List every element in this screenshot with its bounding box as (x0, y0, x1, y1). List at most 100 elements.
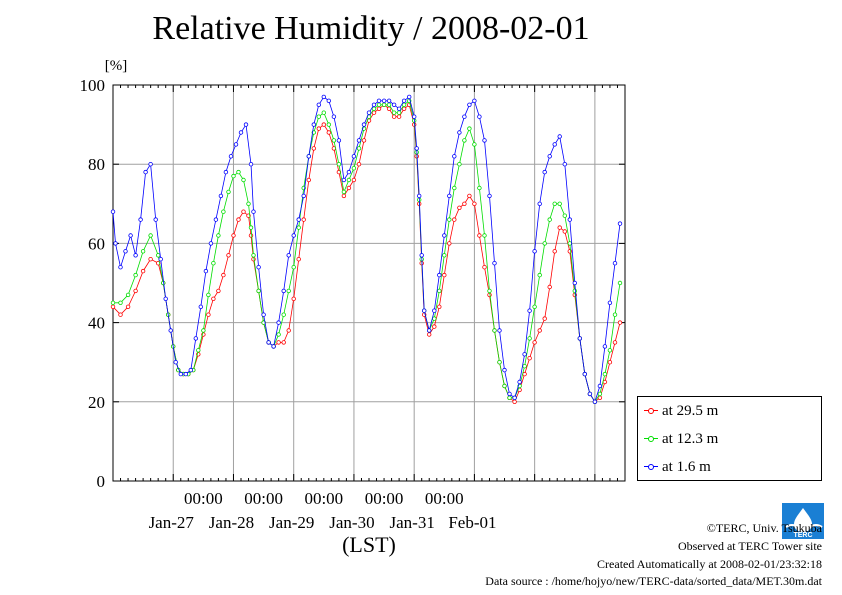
y-tick-label: 100 (80, 76, 106, 95)
series-point-0 (341, 193, 347, 199)
series-point-2 (517, 379, 522, 385)
series-point-2 (158, 257, 163, 262)
series-point-2 (587, 391, 593, 397)
series-point-2 (143, 169, 148, 175)
series-point-2 (223, 169, 229, 175)
series-point-2 (306, 154, 311, 159)
series-point-0 (376, 106, 382, 111)
series-point-2 (110, 209, 116, 214)
series-point-2 (238, 130, 244, 135)
y-tick-label: 60 (88, 234, 105, 253)
series-point-0 (462, 201, 467, 206)
series-point-2 (326, 98, 331, 103)
series-point-1 (346, 177, 352, 183)
series-point-1 (155, 253, 161, 258)
series-point-0 (396, 114, 402, 119)
series-line-1 (113, 100, 621, 403)
series-point-2 (366, 110, 372, 115)
series-point-2 (281, 288, 286, 294)
series-point-1 (457, 161, 462, 167)
series-point-2 (391, 102, 397, 107)
credit-site: Observed at TERC Tower site (677, 539, 822, 553)
series-point-1 (336, 161, 342, 167)
series-point-2 (173, 360, 178, 365)
series-point-1 (452, 185, 457, 191)
series-point-1 (447, 217, 452, 222)
series-point-0 (562, 229, 567, 234)
series-point-1 (552, 201, 557, 206)
series-point-2 (462, 114, 467, 119)
series-point-0 (133, 288, 138, 294)
series-point-0 (537, 328, 542, 333)
series-point-1 (221, 209, 226, 214)
series-point-2 (168, 328, 173, 333)
series-point-1 (597, 391, 603, 397)
x-tick-label-date: Jan-31 (390, 513, 435, 532)
series-point-2 (218, 193, 224, 199)
series-point-2 (502, 367, 507, 373)
series-point-2 (138, 217, 143, 222)
series-point-0 (276, 340, 281, 345)
series-point-0 (452, 217, 457, 222)
series-point-2 (163, 296, 168, 301)
series-point-1 (276, 332, 281, 337)
series-point-1 (291, 265, 296, 270)
series-point-0 (226, 253, 231, 258)
x-tick-label-date: Jan-30 (329, 513, 374, 532)
series-point-0 (241, 209, 246, 214)
series-point-1 (547, 217, 552, 222)
series-point-2 (542, 169, 547, 175)
series-point-0 (612, 340, 618, 345)
series-point-1 (462, 138, 467, 143)
series-point-1 (497, 360, 502, 365)
series-point-0 (281, 340, 286, 345)
series-point-0 (361, 138, 367, 143)
series-point-2 (552, 142, 557, 147)
series-point-2 (286, 253, 291, 258)
series-point-0 (447, 241, 452, 246)
y-axis-label: [%] (105, 58, 128, 74)
y-tick-label: 0 (97, 472, 106, 491)
series-point-1 (140, 249, 146, 254)
series-point-0 (356, 161, 362, 167)
series-point-2 (592, 399, 598, 404)
series-point-1 (231, 173, 236, 179)
series-point-1 (502, 383, 507, 389)
x-tick-label-date: Jan-27 (149, 513, 195, 532)
series-point-0 (437, 304, 442, 309)
series-point-0 (602, 379, 608, 385)
series-point-1 (381, 102, 387, 107)
series-point-0 (311, 146, 316, 151)
series-point-0 (512, 399, 517, 404)
series-point-1 (351, 165, 357, 171)
series-point-0 (321, 122, 326, 127)
series-point-1 (467, 126, 472, 131)
x-tick-label-time: 00:00 (244, 489, 283, 508)
series-point-1 (286, 288, 291, 294)
series-point-1 (532, 304, 537, 309)
legend-item-29-5m: at 29.5 m (644, 400, 718, 422)
series-point-2 (296, 217, 301, 222)
series-point-2 (567, 217, 572, 222)
series-point-2 (208, 241, 214, 246)
series-point-2 (612, 261, 618, 266)
series-point-2 (527, 308, 532, 313)
series-point-2 (582, 371, 587, 377)
series-point-1 (133, 272, 138, 278)
series-point-0 (286, 328, 291, 333)
series-point-1 (296, 225, 301, 230)
series-point-1 (236, 169, 241, 175)
series-point-1 (226, 189, 231, 195)
series-point-1 (602, 371, 608, 377)
series-point-0 (326, 130, 331, 135)
series-point-2 (401, 98, 407, 103)
series-point-2 (492, 261, 497, 266)
series-point-2 (213, 217, 219, 222)
series-point-2 (346, 169, 352, 175)
credit-created: Created Automatically at 2008-02-01/23:3… (597, 557, 822, 571)
series-point-2 (522, 352, 527, 357)
series-point-2 (311, 122, 316, 127)
series-point-0 (442, 272, 447, 278)
x-tick-label-date: Jan-28 (209, 513, 254, 532)
